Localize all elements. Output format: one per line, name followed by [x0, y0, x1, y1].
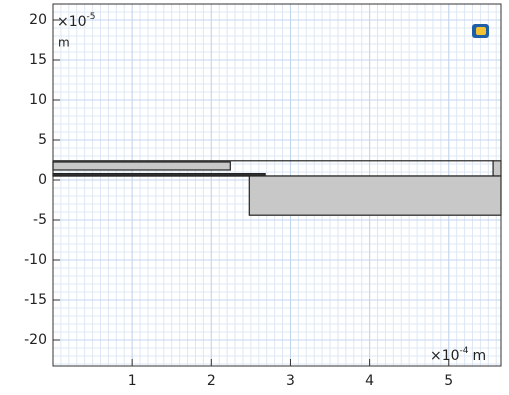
geometry-domain	[248, 175, 502, 216]
y-tick-label: -20	[24, 332, 47, 348]
y-multiplier-base: ×10	[57, 14, 87, 30]
y-exponent: -5	[87, 12, 96, 22]
x-exponent: -4	[460, 346, 469, 356]
x-tick-label: 4	[365, 373, 374, 389]
x-tick-label: 3	[286, 373, 295, 389]
x-multiplier: ×10-4 m	[430, 346, 486, 365]
y-tick-label: 0	[38, 172, 47, 188]
y-unit: m	[58, 36, 70, 50]
y-tick-label: 15	[29, 52, 47, 68]
x-tick-label: 2	[207, 373, 216, 389]
view-cube-icon[interactable]	[472, 24, 489, 38]
geometry-domain	[52, 161, 231, 171]
y-tick-label: 5	[38, 132, 47, 148]
plot-frame	[52, 3, 502, 367]
y-tick-label: 20	[29, 12, 47, 28]
x-tick-label: 1	[128, 373, 137, 389]
x-unit: m	[473, 348, 487, 364]
y-tick-label: -5	[33, 212, 47, 228]
x-multiplier-base: ×10	[430, 348, 460, 364]
y-tick-label: -15	[24, 292, 47, 308]
geometry-domain	[492, 160, 502, 177]
x-tick-label: 5	[444, 373, 453, 389]
geometry-domain	[52, 173, 266, 177]
y-tick-label: -10	[24, 252, 47, 268]
y-multiplier: ×10-5	[57, 12, 96, 31]
y-tick-label: 10	[29, 92, 47, 108]
